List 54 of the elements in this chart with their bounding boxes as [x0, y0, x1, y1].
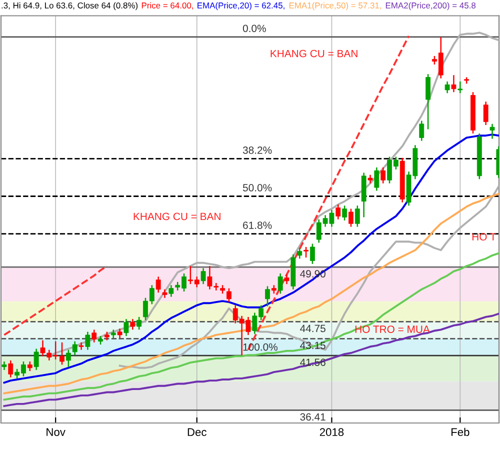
candlestick — [348, 208, 354, 228]
candlestick — [490, 123, 495, 140]
annotation: HO T — [472, 233, 496, 240]
candlestick — [354, 204, 360, 228]
annotation: HO TRO = MUA — [355, 326, 430, 333]
x-tick-label: 2018 — [320, 428, 344, 436]
ref-line-label: 44.75 — [300, 324, 326, 332]
annotation: 61.8% — [243, 222, 272, 229]
candlestick — [336, 204, 341, 220]
candlestick — [130, 318, 136, 330]
candlestick — [92, 329, 97, 344]
candlestick — [8, 360, 14, 378]
candlestick — [419, 120, 424, 142]
candlestick — [426, 73, 430, 130]
text: EMA1(Price,50) = 57.31, — [289, 2, 381, 10]
candlestick — [297, 247, 302, 260]
candlestick — [284, 274, 290, 285]
annotation: KHANG CU = BAN — [270, 50, 358, 58]
x-tick-label: Nov — [46, 428, 66, 436]
candlestick — [444, 80, 450, 94]
candlestick — [66, 349, 71, 368]
candlestick — [168, 284, 174, 298]
candlestick — [265, 286, 270, 307]
candlestick — [226, 288, 232, 303]
text: EMA2(Price,200) = 45.8 — [386, 2, 476, 10]
text: EMA(Price,20) = 62.45, — [198, 2, 284, 10]
candlestick — [342, 204, 348, 222]
candlestick — [458, 80, 463, 94]
annotation: 0.0% — [242, 24, 266, 32]
candlestick — [278, 272, 283, 294]
candlestick — [27, 360, 32, 372]
annotation: KHANG CU = BAN — [134, 212, 220, 220]
candlestick — [374, 166, 380, 192]
candlestick — [451, 74, 456, 93]
candlestick — [72, 340, 78, 356]
candlestick — [304, 246, 308, 258]
ref-line-label: 36.41 — [300, 413, 326, 421]
text: Price = 64.00, — [142, 2, 193, 10]
chart-title: .3, Hi 64.9, Lo 63.6, Close 64 (0.8%) — [2, 2, 138, 10]
candlestick — [78, 342, 84, 350]
candlestick — [310, 243, 315, 265]
x-tick-label: Feb — [451, 428, 470, 436]
candlestick — [85, 331, 90, 350]
candlestick — [117, 328, 122, 339]
annotation: 38.2% — [242, 146, 272, 154]
annotation: 50.0% — [242, 184, 272, 192]
candlestick — [156, 276, 161, 294]
candlestick — [34, 348, 39, 371]
candlestick — [380, 166, 386, 184]
x-tick-label: Dec — [188, 428, 206, 436]
candlestick — [200, 268, 206, 285]
candlestick — [124, 318, 129, 337]
candlestick — [483, 101, 488, 126]
candlestick — [136, 316, 142, 330]
